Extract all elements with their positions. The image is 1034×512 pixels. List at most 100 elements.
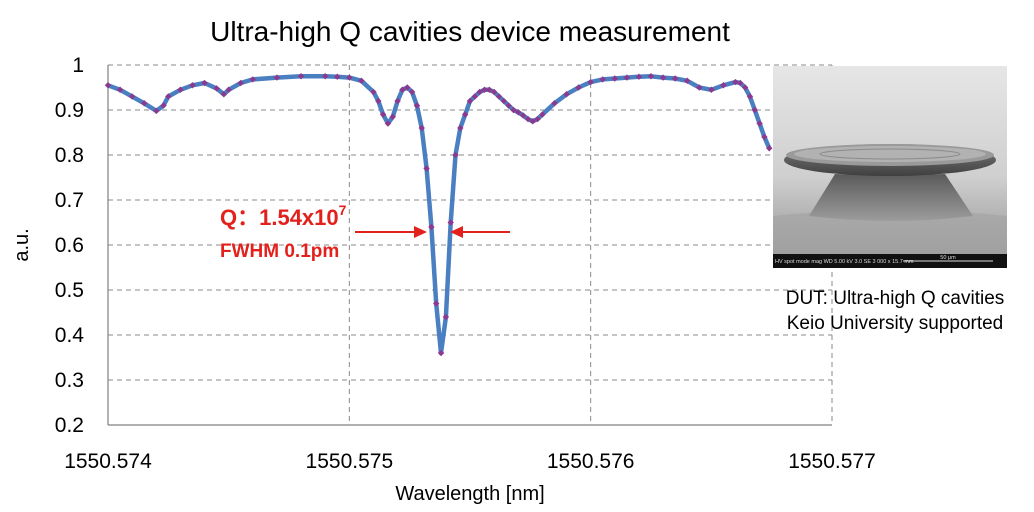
data-point — [623, 74, 631, 81]
data-point — [399, 86, 406, 93]
y-tick-label: 0.9 — [55, 99, 84, 122]
data-point — [519, 112, 527, 119]
data-point — [423, 165, 430, 172]
data-point — [404, 84, 411, 91]
data-point — [515, 109, 522, 116]
inset-caption-line2: Keio University supported — [786, 313, 1004, 334]
data-point — [529, 118, 536, 125]
inset-caption-line1: DUT: Ultra-high Q cavities — [785, 288, 1005, 309]
x-tick-label: 1550.576 — [547, 450, 635, 473]
data-point — [495, 93, 503, 100]
data-point — [375, 97, 382, 105]
data-point — [524, 115, 532, 123]
data-point — [384, 120, 392, 127]
data-point — [611, 75, 618, 82]
y-tick-label: 0.5 — [55, 279, 84, 302]
data-point — [647, 73, 655, 80]
data-point — [481, 86, 488, 93]
data-point — [225, 86, 232, 93]
data-point — [104, 82, 112, 89]
data-point — [671, 75, 679, 82]
data-point — [408, 88, 416, 96]
data-point — [220, 91, 228, 98]
data-point — [189, 82, 196, 89]
data-point — [442, 313, 450, 321]
y-tick-label: 0.4 — [55, 324, 85, 347]
grid — [108, 64, 833, 425]
y-tick-labels: 0.2 0.3 0.4 0.5 0.6 0.7 0.8 0.9 1 — [55, 54, 85, 437]
data-point — [476, 88, 483, 96]
y-tick-label: 0.6 — [55, 234, 84, 257]
data-point — [461, 111, 469, 118]
data-point — [346, 74, 353, 81]
data-point — [177, 86, 184, 93]
data-point — [141, 100, 148, 107]
data-point — [389, 113, 396, 120]
data-point — [756, 120, 763, 127]
data-point — [741, 84, 749, 91]
data-point — [447, 219, 454, 226]
data-point — [696, 84, 703, 91]
data-point — [635, 73, 643, 80]
data-point — [471, 93, 479, 100]
sem-image: HV spot mode mag WD 5.00 kV 3.0 SE 3 000… — [773, 66, 1007, 268]
left-arrow — [355, 226, 427, 238]
y-axis-label: a.u. — [11, 228, 33, 261]
data-point — [433, 300, 440, 307]
data-point — [490, 88, 498, 96]
data-point — [466, 97, 474, 105]
data-point — [575, 84, 582, 91]
data-point — [761, 133, 768, 141]
data-point — [153, 107, 160, 115]
x-axis-label: Wavelength [nm] — [395, 483, 544, 505]
data-point — [201, 79, 208, 87]
data-point — [165, 93, 172, 100]
data-point — [394, 97, 401, 105]
data-point — [587, 78, 594, 86]
data-point — [418, 124, 425, 132]
y-tick-label: 0.8 — [55, 144, 84, 167]
data-point — [563, 91, 570, 98]
y-tick-label: 0.7 — [55, 189, 84, 212]
data-point — [720, 82, 727, 89]
data-point — [452, 151, 459, 159]
data-point — [539, 111, 546, 118]
q-value-label: Q：1.54x107 — [220, 202, 347, 230]
data-point — [334, 73, 341, 80]
data-point — [551, 100, 558, 107]
data-point — [370, 88, 377, 96]
data-point — [766, 145, 773, 152]
y-tick-label: 0.3 — [55, 369, 84, 392]
data-point — [379, 111, 387, 118]
data-point — [457, 124, 464, 132]
data-point — [505, 102, 512, 109]
x-tick-labels: 1550.574 1550.575 1550.576 1550.577 — [64, 450, 876, 473]
data-point — [428, 223, 435, 231]
data-point — [160, 102, 167, 109]
y-tick-label: 0.2 — [55, 414, 84, 437]
data-point — [751, 106, 758, 114]
q-annotation: Q：1.54x107 — [220, 202, 347, 230]
data-point — [659, 74, 667, 81]
data-point — [437, 349, 445, 357]
data-point — [249, 76, 256, 83]
data-point — [486, 86, 493, 93]
sem-scale-text: 50 μm — [940, 255, 956, 261]
chart-title: Ultra-high Q cavities device measurement — [210, 16, 730, 47]
data-point — [746, 93, 754, 100]
data-point — [708, 86, 715, 93]
data-point — [534, 115, 541, 123]
data-point — [297, 73, 305, 80]
y-tick-label: 1 — [72, 54, 84, 77]
sem-info-text: HV spot mode mag WD 5.00 kV 3.0 SE 3 000… — [775, 259, 914, 265]
data-point — [273, 74, 281, 81]
data-point — [213, 85, 220, 92]
series-0 — [104, 73, 773, 357]
data-point — [732, 78, 739, 86]
data-point — [684, 77, 691, 84]
data-point — [237, 79, 244, 87]
data-point — [358, 77, 365, 84]
data-point — [413, 102, 421, 109]
data-point — [128, 93, 136, 100]
axes — [107, 65, 832, 426]
